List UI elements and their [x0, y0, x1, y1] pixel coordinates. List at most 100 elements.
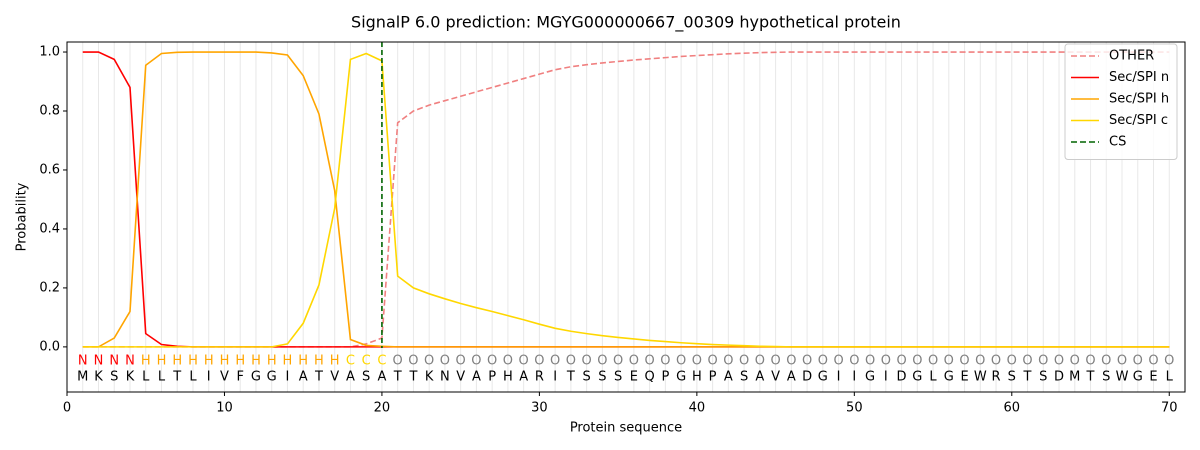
region-label: O [1164, 354, 1174, 369]
region-label: C [346, 354, 355, 369]
residue: R [535, 370, 544, 385]
region-label: H [283, 354, 293, 369]
region-label: O [739, 354, 749, 369]
residue: G [912, 370, 922, 385]
residue: I [553, 370, 557, 385]
legend-label: CS [1109, 135, 1126, 150]
residue: H [503, 370, 513, 385]
x-tick-label: 70 [1161, 401, 1178, 416]
region-label: O [629, 354, 639, 369]
residue: Q [645, 370, 655, 385]
residue: T [1023, 370, 1032, 385]
region-label: O [1022, 354, 1032, 369]
region-label: O [393, 354, 403, 369]
legend-label: Sec/SPI c [1109, 113, 1168, 128]
region-label: O [519, 354, 529, 369]
residue: I [837, 370, 841, 385]
region-label: O [1117, 354, 1127, 369]
region-label: H [298, 354, 308, 369]
residue: A [299, 370, 308, 385]
region-label: O [645, 354, 655, 369]
region-label: O [959, 354, 969, 369]
residue: G [267, 370, 277, 385]
legend-label: Sec/SPI n [1109, 70, 1169, 85]
chart-title: SignalP 6.0 prediction: MGYG000000667_00… [351, 13, 901, 33]
residue: L [189, 370, 197, 385]
residue: G [944, 370, 954, 385]
residue: K [126, 370, 135, 385]
residue: P [709, 370, 717, 385]
y-axis-label: Probability [15, 182, 30, 251]
residue: A [346, 370, 355, 385]
axes-frame [66, 41, 1186, 393]
residue: P [661, 370, 669, 385]
x-tick-label: 10 [216, 401, 233, 416]
series-line [82, 52, 1170, 348]
region-label: O [1101, 354, 1111, 369]
residue: A [755, 370, 764, 385]
region-label: O [849, 354, 859, 369]
residue: S [362, 370, 370, 385]
residue: G [1133, 370, 1143, 385]
residue: S [740, 370, 748, 385]
residue: I [286, 370, 290, 385]
residue: L [142, 370, 150, 385]
legend-box [1064, 43, 1178, 160]
residue: S [110, 370, 118, 385]
region-label: O [1054, 354, 1064, 369]
region-label: O [408, 354, 418, 369]
residue: D [802, 370, 812, 385]
region-label: C [362, 354, 371, 369]
region-label: O [723, 354, 733, 369]
region-label: O [975, 354, 985, 369]
region-label: O [534, 354, 544, 369]
residue: S [1039, 370, 1047, 385]
x-tick-label: 50 [846, 401, 863, 416]
y-tick-label: 0.2 [39, 280, 60, 295]
region-label: H [204, 354, 214, 369]
region-label: O [582, 354, 592, 369]
region-label: N [125, 354, 135, 369]
region-label: H [188, 354, 198, 369]
residue: A [377, 370, 386, 385]
residue: V [456, 370, 465, 385]
region-label: H [235, 354, 245, 369]
x-tick-label: 40 [689, 401, 706, 416]
region-label: O [613, 354, 623, 369]
region-label: O [770, 354, 780, 369]
residue: L [1166, 370, 1174, 385]
y-tick-label: 0.0 [39, 339, 60, 354]
residue: E [630, 370, 638, 385]
region-label: O [944, 354, 954, 369]
x-tick-label: 0 [63, 401, 71, 416]
residue: K [94, 370, 103, 385]
region-label: O [991, 354, 1001, 369]
residue: H [692, 370, 702, 385]
residue: T [1086, 370, 1095, 385]
residue: G [818, 370, 828, 385]
x-tick-label: 30 [531, 401, 548, 416]
residue: K [425, 370, 434, 385]
residue: G [865, 370, 875, 385]
residue: L [929, 370, 937, 385]
legend-label: Sec/SPI h [1109, 92, 1169, 107]
x-axis-label: Protein sequence [570, 421, 682, 436]
residue: I [884, 370, 888, 385]
residue: G [676, 370, 686, 385]
region-label: O [503, 354, 513, 369]
region-label: O [487, 354, 497, 369]
y-tick-label: 1.0 [39, 45, 60, 60]
region-label: O [692, 354, 702, 369]
region-label: H [157, 354, 167, 369]
region-label: O [597, 354, 607, 369]
residue: S [598, 370, 606, 385]
region-label: O [928, 354, 938, 369]
residue: N [440, 370, 450, 385]
region-label: N [94, 354, 104, 369]
region-label: O [550, 354, 560, 369]
region-label: H [267, 354, 277, 369]
residue: S [614, 370, 622, 385]
